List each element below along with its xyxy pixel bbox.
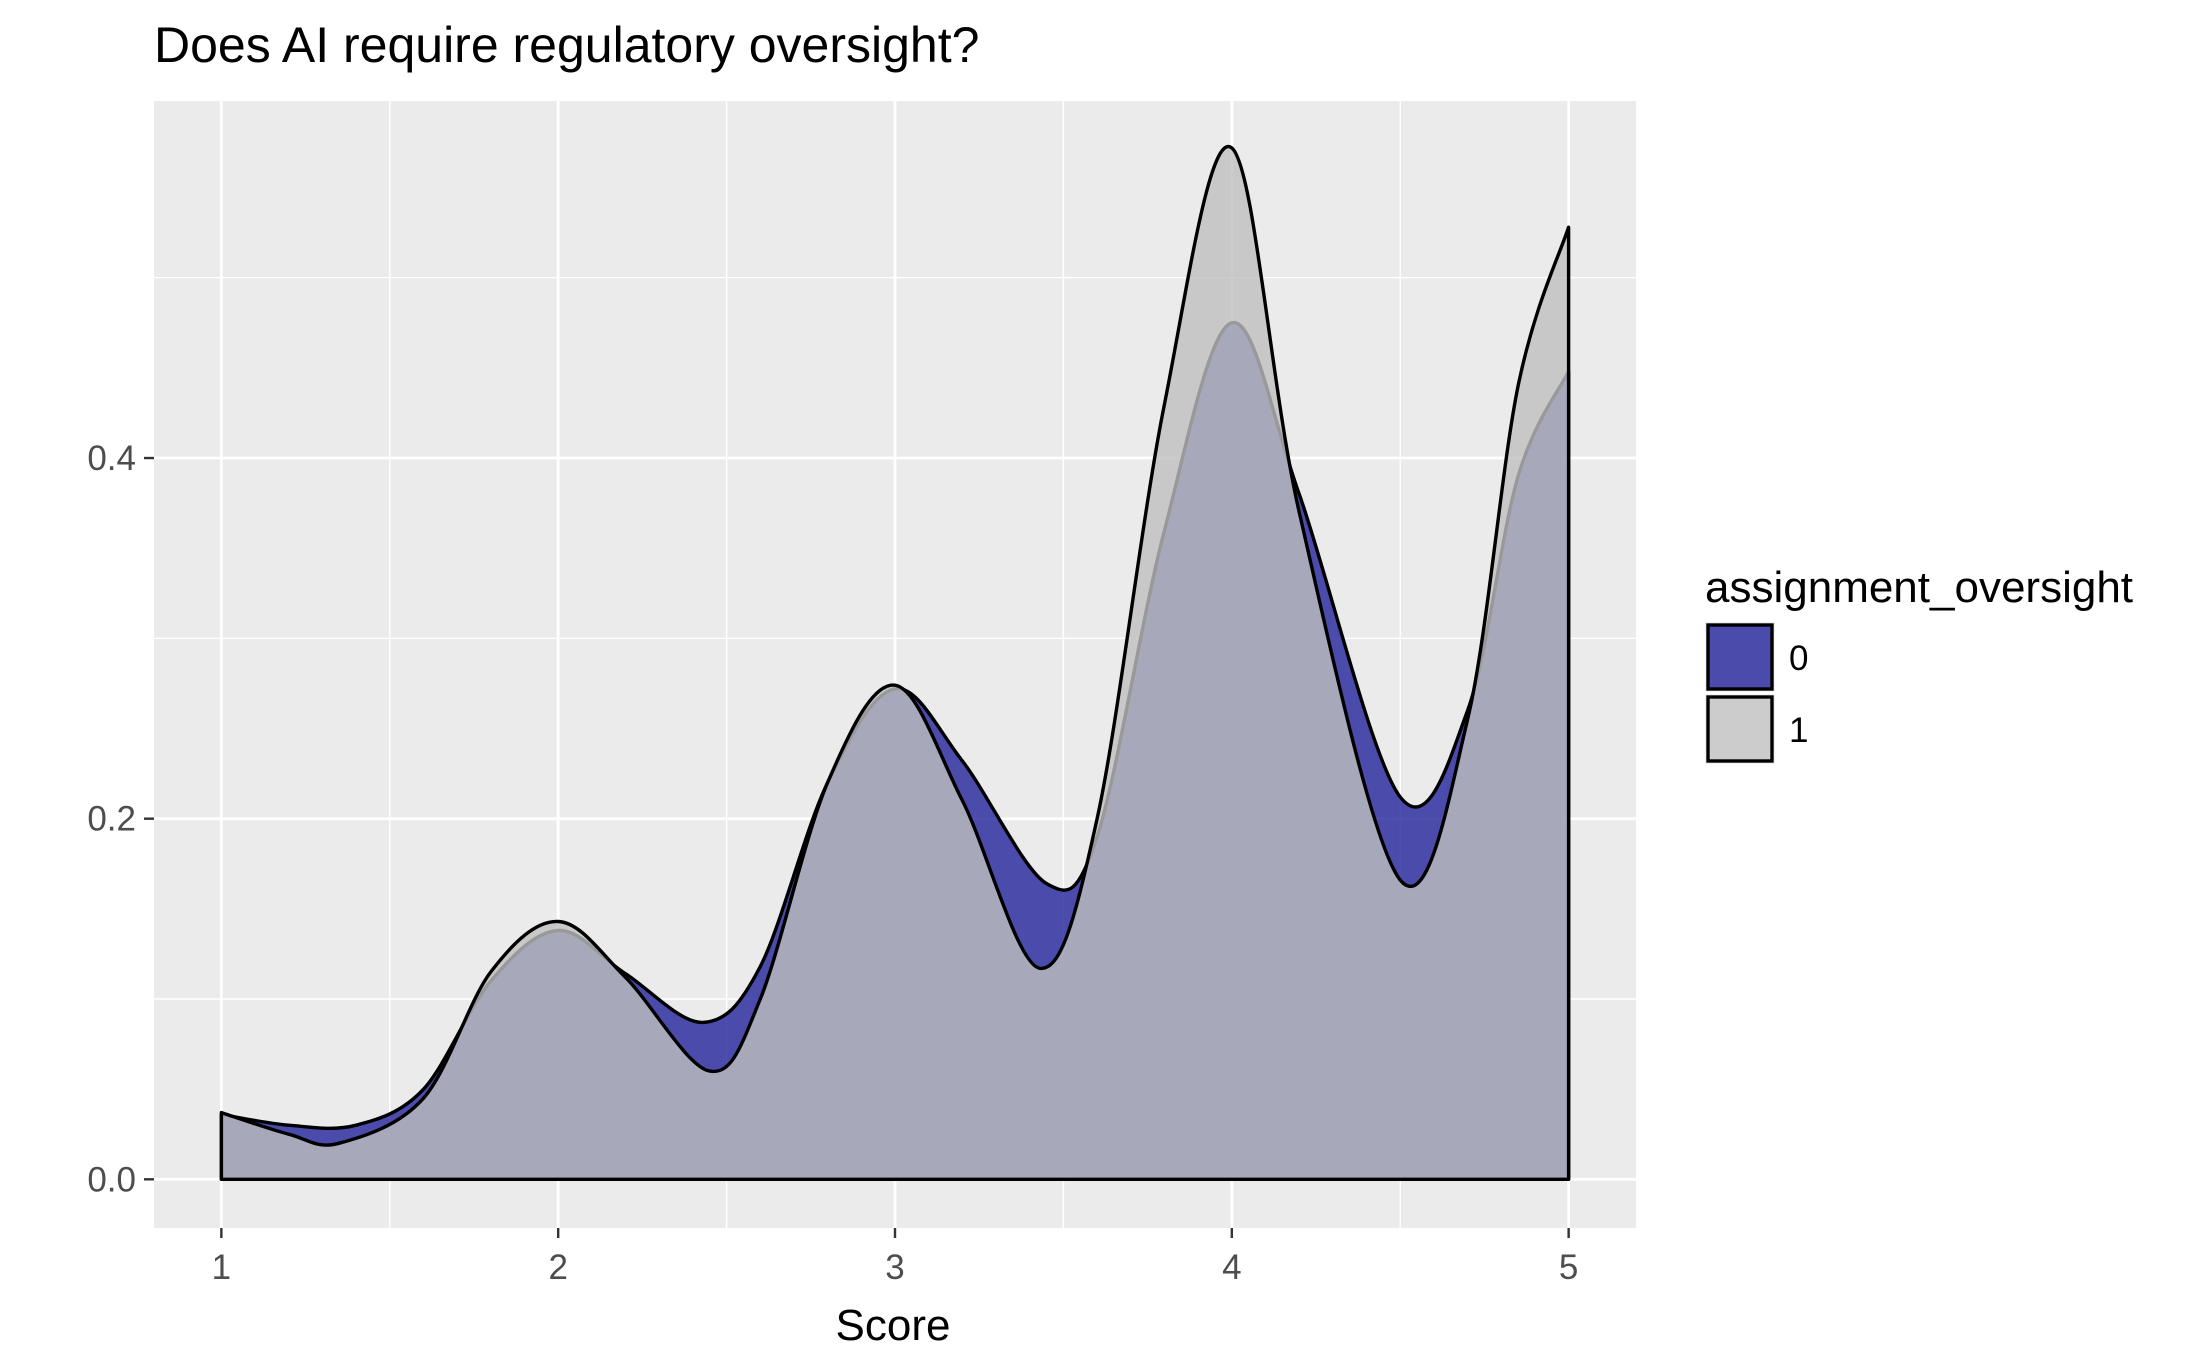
density-area-series-1 xyxy=(219,144,1571,1181)
x-tick-label: 2 xyxy=(548,1248,567,1287)
y-tick-label: 0.4 xyxy=(87,439,136,478)
legend-keys: 01 xyxy=(1705,622,1808,764)
legend-label-1: 1 xyxy=(1789,711,1808,750)
legend-title: assignment_oversight xyxy=(1705,563,2133,612)
x-axis: 1 2 3 4 5 xyxy=(212,1228,1578,1287)
y-tick-label: 0.2 xyxy=(87,800,136,839)
x-tick-label: 4 xyxy=(1222,1248,1241,1287)
legend-swatch-1 xyxy=(1706,695,1774,763)
y-axis: 0.0 0.2 0.4 xyxy=(87,439,154,1199)
x-tick-label: 5 xyxy=(1559,1248,1578,1287)
x-tick-label: 1 xyxy=(212,1248,231,1287)
chart-title: Does AI require regulatory oversight? xyxy=(154,17,979,73)
density-series xyxy=(219,144,1571,1181)
legend-label-0: 0 xyxy=(1789,639,1808,678)
y-tick-label: 0.0 xyxy=(87,1160,136,1199)
x-axis-title: Score xyxy=(836,1301,951,1350)
x-tick-label: 3 xyxy=(885,1248,904,1287)
legend-swatch-0 xyxy=(1706,623,1774,691)
legend: assignment_oversight 01 xyxy=(1705,563,2133,764)
